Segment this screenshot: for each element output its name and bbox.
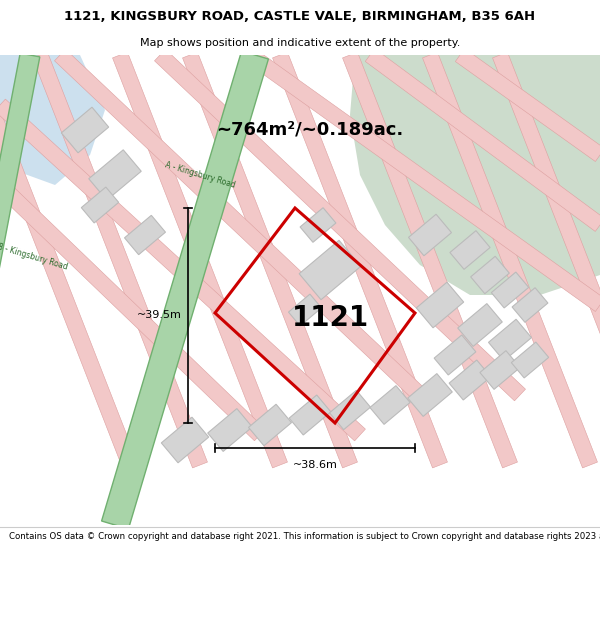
Polygon shape	[272, 52, 448, 468]
Polygon shape	[329, 391, 370, 429]
Text: 1121: 1121	[292, 304, 368, 332]
Text: 1121, KINGSBURY ROAD, CASTLE VALE, BIRMINGHAM, B35 6AH: 1121, KINGSBURY ROAD, CASTLE VALE, BIRMI…	[64, 10, 536, 23]
Polygon shape	[82, 187, 119, 223]
Polygon shape	[434, 335, 476, 375]
Polygon shape	[0, 55, 105, 185]
Text: ~38.6m: ~38.6m	[293, 460, 337, 470]
Text: A38 - Kingsbury Road: A38 - Kingsbury Road	[0, 239, 69, 271]
Polygon shape	[101, 51, 268, 529]
Polygon shape	[32, 52, 208, 468]
Polygon shape	[416, 282, 464, 328]
Text: ~39.5m: ~39.5m	[137, 311, 182, 321]
Polygon shape	[365, 49, 600, 231]
Polygon shape	[480, 351, 520, 389]
Text: Map shows position and indicative extent of the property.: Map shows position and indicative extent…	[140, 39, 460, 49]
Polygon shape	[511, 342, 548, 378]
Polygon shape	[182, 52, 358, 468]
Text: Contains OS data © Crown copyright and database right 2021. This information is : Contains OS data © Crown copyright and d…	[9, 532, 600, 541]
Polygon shape	[125, 216, 166, 254]
Polygon shape	[248, 404, 292, 446]
Polygon shape	[458, 304, 502, 346]
Polygon shape	[343, 52, 517, 468]
Polygon shape	[512, 288, 548, 322]
Polygon shape	[0, 179, 266, 441]
Polygon shape	[245, 49, 600, 311]
Polygon shape	[370, 386, 410, 424]
Polygon shape	[493, 52, 600, 468]
Polygon shape	[113, 52, 287, 468]
Polygon shape	[0, 52, 137, 468]
Polygon shape	[488, 319, 532, 361]
Polygon shape	[0, 53, 40, 527]
Polygon shape	[491, 272, 529, 308]
Polygon shape	[89, 150, 141, 200]
Polygon shape	[155, 49, 526, 401]
Polygon shape	[455, 49, 600, 161]
Polygon shape	[409, 214, 452, 256]
Polygon shape	[408, 374, 452, 416]
Polygon shape	[449, 360, 491, 400]
Polygon shape	[55, 49, 425, 401]
Polygon shape	[0, 99, 365, 441]
Polygon shape	[470, 256, 509, 294]
Polygon shape	[161, 417, 209, 463]
Polygon shape	[422, 52, 598, 468]
Polygon shape	[300, 208, 336, 242]
Text: A - Kingsbury Road: A - Kingsbury Road	[164, 160, 236, 190]
Text: ~764m²/~0.189ac.: ~764m²/~0.189ac.	[217, 121, 404, 139]
Polygon shape	[350, 55, 600, 295]
Polygon shape	[61, 107, 109, 153]
Polygon shape	[208, 409, 252, 451]
Polygon shape	[289, 294, 322, 326]
Polygon shape	[450, 231, 490, 269]
Polygon shape	[299, 240, 361, 300]
Polygon shape	[289, 395, 331, 435]
